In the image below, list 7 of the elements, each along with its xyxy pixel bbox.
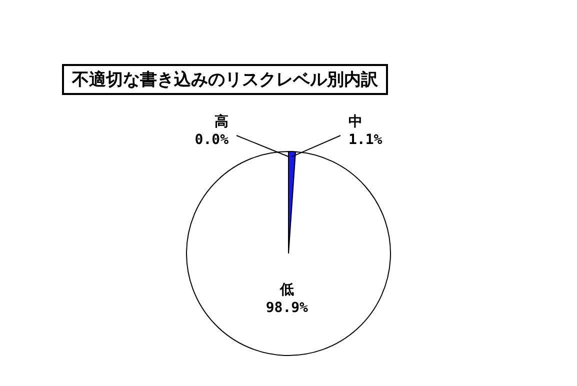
data-label: 98.9% [266,300,309,316]
slice-label: 中 [348,114,362,130]
category-label: 高 [214,114,228,130]
slice-label: 低 [278,282,294,298]
chart-title: 不適切な書き込みのリスクレベル別内訳 [62,64,388,95]
data-label: 1.1% [348,132,383,148]
text: 0.0% [194,132,228,148]
